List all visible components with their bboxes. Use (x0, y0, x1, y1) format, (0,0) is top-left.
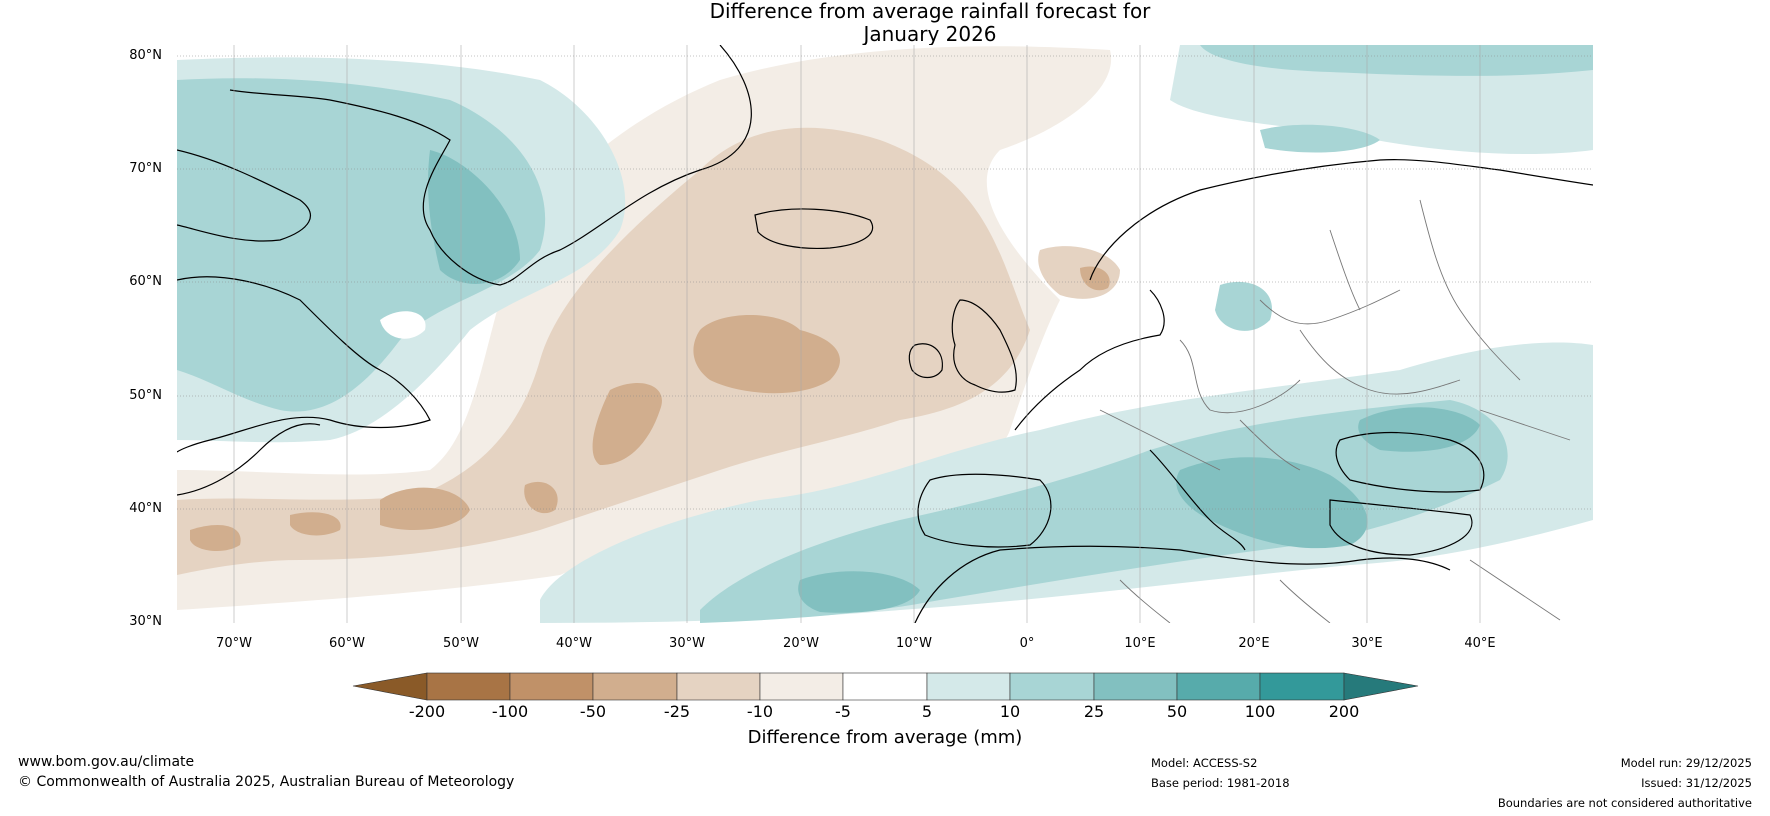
wet-anomaly-arctic-moderate (1200, 45, 1593, 76)
colorbar-bin (1093, 672, 1178, 701)
lon-label: 10°E (1124, 636, 1156, 651)
disclaimer: Boundaries are not considered authoritat… (1497, 796, 1752, 810)
lon-label: 30°W (669, 636, 705, 651)
wet-anomaly-black-sea (1358, 407, 1480, 452)
colorbar-bin (759, 672, 844, 701)
wet-anomaly-greenland-white-hole (380, 311, 426, 339)
longitude-gridlines (233, 45, 1481, 623)
colorbar-tick-label: -100 (491, 702, 529, 721)
colorbar-tick-label: 200 (1328, 702, 1360, 721)
lon-label: 40°E (1464, 636, 1496, 651)
country-borders (1099, 199, 1571, 623)
colorbar-tick-label: -200 (408, 702, 446, 721)
model-name: Model: ACCESS-S2 (1151, 756, 1258, 770)
coast-iceland (754, 208, 874, 250)
lat-label: 70°N (129, 161, 162, 176)
colorbar-bin (842, 672, 928, 701)
colorbar-bin (509, 672, 594, 701)
colorbar-tick-label: 100 (1244, 702, 1276, 721)
website-link[interactable]: www.bom.gov.au/climate (18, 754, 195, 770)
issued-date: Issued: 31/12/2025 (1641, 776, 1752, 790)
colorbar (352, 672, 1419, 701)
lat-label: 40°N (129, 501, 162, 516)
coast-greenland (229, 45, 752, 286)
wet-anomaly-baltic (1215, 281, 1272, 331)
lat-label: 60°N (129, 274, 162, 289)
colorbar-tick-label: 5 (921, 702, 933, 721)
colorbar-extend-high (1343, 672, 1419, 701)
dry-anomaly-moderate (177, 127, 1030, 576)
colorbar-bin (926, 672, 1011, 701)
colorbar-bin (426, 672, 511, 701)
colorbar-tick-label: -50 (579, 702, 607, 721)
dry-anomaly-strong-2 (592, 382, 662, 465)
colorbar-bin (676, 672, 761, 701)
coast-north-africa (914, 545, 1451, 623)
colorbar-bin (1259, 672, 1345, 701)
coast-norway-sweden (1089, 159, 1593, 281)
copyright-text: © Commonwealth of Australia 2025, Austra… (18, 774, 515, 790)
chart-title: Difference from average rainfall forecas… (600, 0, 1260, 46)
colorbar-title: Difference from average (mm) (747, 727, 1023, 748)
lat-label: 30°N (129, 614, 162, 629)
base-period: Base period: 1981-2018 (1151, 776, 1290, 790)
map-content (177, 45, 1593, 623)
lon-label: 20°W (783, 636, 819, 651)
wet-anomaly-atlantic-strong (798, 571, 920, 613)
colorbar-tick-label: 25 (1083, 702, 1105, 721)
wet-anomaly-mediterranean-moderate (700, 400, 1508, 623)
colorbar-tick-label: -25 (663, 702, 691, 721)
lon-label: 40°W (556, 636, 592, 651)
lon-label: 60°W (329, 636, 365, 651)
lat-label: 50°N (129, 388, 162, 403)
coast-turkey (1329, 499, 1473, 556)
colorbar-tick-label: 50 (1166, 702, 1188, 721)
lat-label: 80°N (129, 48, 162, 63)
lon-label: 10°W (896, 636, 932, 651)
lon-label: 20°E (1238, 636, 1270, 651)
coast-iberia (917, 473, 1052, 548)
coast-italy (1149, 449, 1246, 551)
latitude-gridlines (177, 55, 1593, 510)
coast-ireland (908, 343, 943, 379)
coastlines (177, 45, 1593, 623)
lon-label: 30°E (1351, 636, 1383, 651)
wet-anomaly-greenland-strong (428, 150, 520, 284)
wet-anomaly-balkans-strong (1176, 457, 1368, 549)
dry-anomaly-strong-1 (693, 315, 840, 394)
dry-anomaly-strong-4 (190, 525, 241, 552)
wet-anomaly-barents (1260, 124, 1380, 153)
coast-europe-west (1014, 289, 1165, 431)
colorbar-tick-label: -5 (835, 702, 851, 721)
title-line-1: Difference from average rainfall forecas… (709, 0, 1151, 23)
colorbar-extend-low (352, 672, 428, 701)
lon-label: 50°W (443, 636, 479, 651)
coast-baffin-island (177, 149, 311, 242)
coast-british-isles (951, 299, 1017, 393)
model-run-date: Model run: 29/12/2025 (1620, 756, 1752, 770)
lon-label: 0° (1019, 636, 1035, 651)
colorbar-bin (1009, 672, 1095, 701)
dry-anomaly-strong-6 (524, 481, 558, 514)
colorbar-bin (1176, 672, 1261, 701)
dry-anomaly-scandinavia-core (1080, 266, 1110, 291)
dry-anomaly-strong-5 (290, 512, 341, 536)
lon-label: 70°W (216, 636, 252, 651)
coast-north-america-east (177, 423, 321, 496)
coast-labrador (177, 276, 431, 453)
colorbar-bin (592, 672, 678, 701)
colorbar-tick-label: -10 (746, 702, 774, 721)
colorbar-tick-label: 10 (999, 702, 1021, 721)
title-line-2: January 2026 (863, 22, 997, 46)
dry-anomaly-strong-3 (380, 487, 470, 530)
